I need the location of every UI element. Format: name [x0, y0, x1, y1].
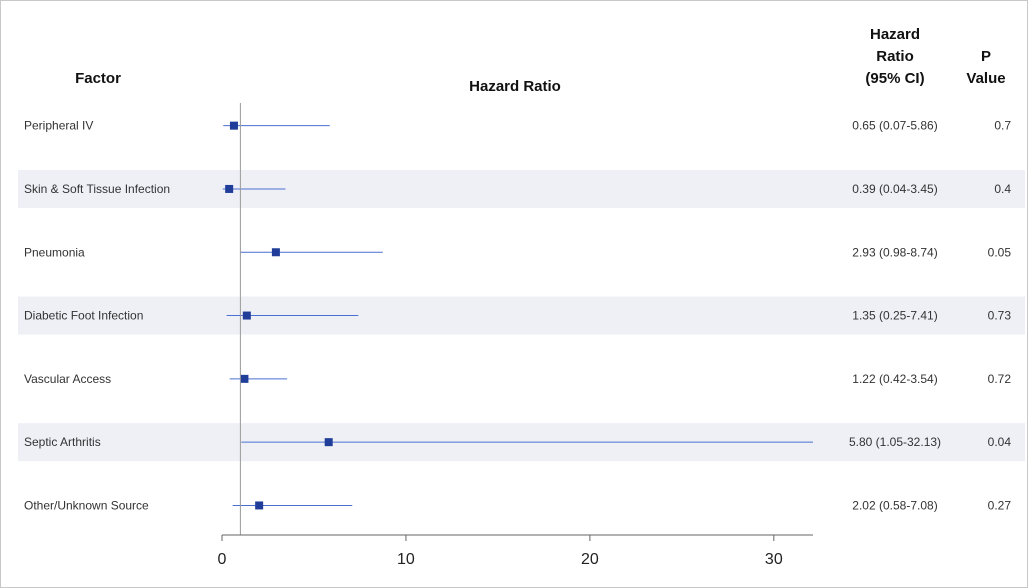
hr-header-line-1: Hazard	[870, 26, 920, 43]
factor-label: Pneumonia	[24, 245, 85, 259]
forest-row: Skin & Soft Tissue Infection 0.39 (0.04-3…	[24, 182, 1011, 196]
forest-row: Other/Unknown Source 2.02 (0.58-7.08) 0.27	[24, 498, 1011, 512]
hr-marker	[229, 121, 238, 130]
p-value: 0.27	[988, 498, 1012, 512]
hr-marker	[271, 248, 280, 257]
hr-ci-value: 5.80 (1.05-32.13)	[849, 435, 941, 449]
x-tick-label: 30	[765, 551, 783, 568]
p-value: 0.05	[988, 245, 1012, 259]
hr-header-line-2: Ratio	[876, 48, 914, 65]
row-bands	[18, 169, 1025, 462]
row-band	[18, 296, 1025, 335]
p-value: 0.7	[994, 119, 1011, 133]
forest-row: Septic Arthritis 5.80 (1.05-32.13) 0.04	[24, 435, 1011, 449]
p-value: 0.73	[988, 309, 1012, 323]
factor-label: Septic Arthritis	[24, 435, 101, 449]
factor-label: Diabetic Foot Infection	[24, 309, 143, 323]
hr-marker	[240, 374, 249, 383]
hr-marker	[242, 311, 251, 320]
forest-row: Diabetic Foot Infection 1.35 (0.25-7.41) 0…	[24, 309, 1011, 323]
hr-ci-value: 0.39 (0.04-3.45)	[852, 182, 937, 196]
hr-ci-value: 2.93 (0.98-8.74)	[852, 245, 937, 259]
x-tick-label: 20	[581, 551, 599, 568]
hr-marker	[255, 501, 264, 510]
p-value: 0.04	[988, 435, 1012, 449]
forest-row: Pneumonia 2.93 (0.98-8.74) 0.05	[24, 245, 1011, 259]
hr-header-line-3: (95% CI)	[865, 70, 924, 87]
p-header-line-1: P	[981, 48, 991, 65]
row-band	[18, 169, 1025, 208]
forest-rows: Peripheral IV 0.65 (0.07-5.86) 0.7 Skin & S…	[24, 119, 1011, 513]
x-tick-label: 10	[397, 551, 415, 568]
p-value: 0.4	[994, 182, 1011, 196]
factor-label: Peripheral IV	[24, 119, 93, 133]
factor-label: Other/Unknown Source	[24, 498, 149, 512]
hr-ci-value: 0.65 (0.07-5.86)	[852, 119, 937, 133]
hr-ci-value: 1.22 (0.42-3.54)	[852, 372, 937, 386]
p-value: 0.72	[988, 372, 1012, 386]
x-axis: 0 10 20 30	[218, 103, 813, 568]
factor-header: Factor	[75, 70, 121, 87]
factor-label: Skin & Soft Tissue Infection	[24, 182, 170, 196]
p-header-line-2: Value	[966, 70, 1005, 87]
hr-ci-value: 1.35 (0.25-7.41)	[852, 309, 937, 323]
factor-label: Vascular Access	[24, 372, 111, 386]
chart-title: Hazard Ratio	[469, 78, 561, 95]
hr-marker	[225, 184, 234, 193]
x-tick-label: 0	[218, 551, 227, 568]
hr-ci-value: 2.02 (0.58-7.08)	[852, 498, 937, 512]
forest-row: Vascular Access 1.22 (0.42-3.54) 0.72	[24, 372, 1011, 386]
hr-marker	[324, 438, 333, 447]
forest-row: Peripheral IV 0.65 (0.07-5.86) 0.7	[24, 119, 1011, 133]
